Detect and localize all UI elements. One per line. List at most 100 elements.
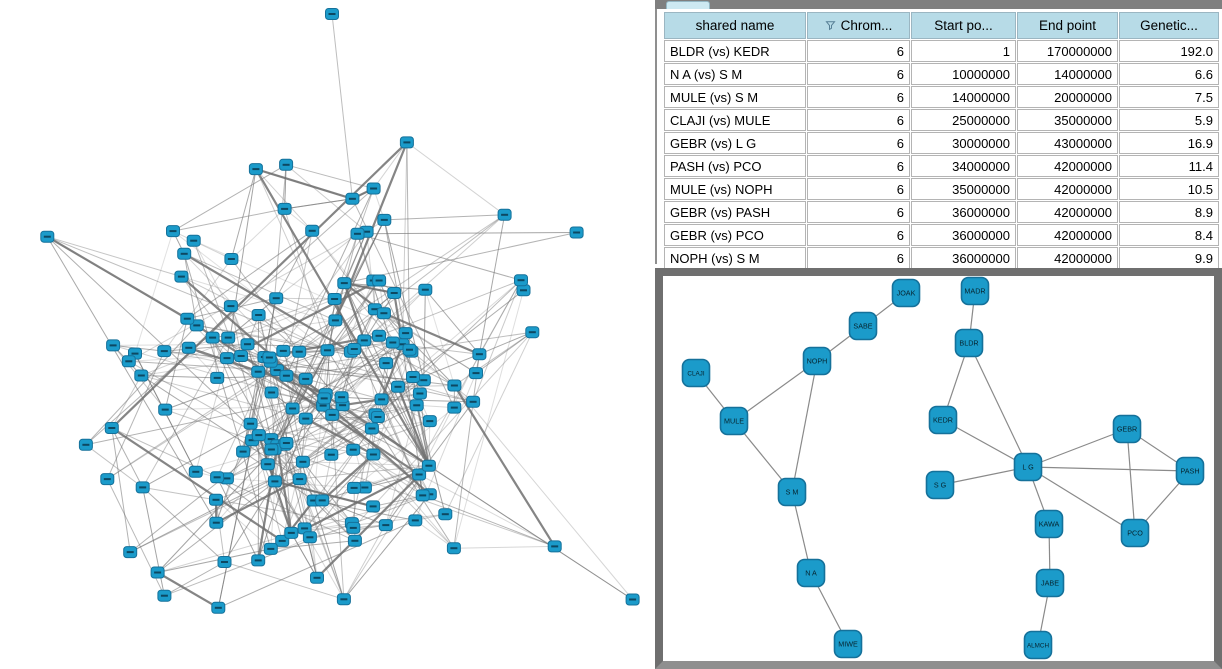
- network-node[interactable]: [298, 372, 313, 385]
- cell-value[interactable]: 7.5: [1119, 86, 1219, 108]
- network-node[interactable]: [302, 531, 317, 544]
- network-node[interactable]: [324, 448, 339, 461]
- network-node[interactable]: [174, 270, 189, 283]
- network-node[interactable]: [104, 422, 119, 434]
- column-header-3[interactable]: End point: [1017, 12, 1118, 39]
- network-node-jabe[interactable]: JABE: [1035, 568, 1065, 598]
- cell-shared-name[interactable]: GEBR (vs) L G: [664, 132, 806, 154]
- network-node[interactable]: [236, 445, 251, 458]
- network-node[interactable]: [263, 542, 278, 555]
- cell-value[interactable]: 36000000: [911, 224, 1016, 246]
- network-node[interactable]: [224, 253, 239, 265]
- cell-value[interactable]: 11.4: [1119, 155, 1219, 177]
- network-node[interactable]: [370, 411, 385, 423]
- cell-value[interactable]: 9.9: [1119, 247, 1219, 269]
- network-node-kawa[interactable]: KAWA: [1034, 509, 1064, 539]
- network-node[interactable]: [625, 593, 640, 606]
- network-node-s-m[interactable]: S M: [777, 477, 807, 507]
- column-header-2[interactable]: Start po...: [911, 12, 1016, 39]
- network-node[interactable]: [366, 448, 381, 461]
- network-node[interactable]: [264, 443, 279, 456]
- network-node[interactable]: [243, 417, 258, 430]
- network-node[interactable]: [134, 369, 149, 382]
- cell-value[interactable]: 6: [807, 155, 910, 177]
- network-node[interactable]: [357, 334, 372, 347]
- network-node[interactable]: [406, 371, 420, 383]
- network-node[interactable]: [569, 226, 584, 239]
- network-node[interactable]: [276, 344, 291, 357]
- network-node-miwe[interactable]: MIWE: [833, 629, 863, 659]
- network-node[interactable]: [40, 230, 55, 243]
- network-node[interactable]: [409, 399, 424, 412]
- cell-value[interactable]: 16.9: [1119, 132, 1219, 154]
- network-node[interactable]: [372, 274, 387, 287]
- network-node[interactable]: [422, 415, 437, 428]
- cell-shared-name[interactable]: N A (vs) S M: [664, 63, 806, 85]
- large-network-canvas[interactable]: [0, 0, 655, 669]
- network-node[interactable]: [100, 473, 115, 486]
- network-node[interactable]: [415, 489, 430, 502]
- cell-shared-name[interactable]: MULE (vs) NOPH: [664, 178, 806, 200]
- network-node[interactable]: [379, 357, 394, 370]
- network-node[interactable]: [350, 227, 365, 240]
- network-node[interactable]: [408, 514, 423, 527]
- network-node[interactable]: [310, 571, 324, 584]
- network-node[interactable]: [347, 343, 362, 355]
- subnetwork-canvas[interactable]: JOAK MADR SABE NOPH BLDR CLAJI MULE KEDR GEBR S G…: [663, 276, 1214, 661]
- cell-shared-name[interactable]: MULE (vs) S M: [664, 86, 806, 108]
- network-node[interactable]: [347, 534, 362, 547]
- network-node[interactable]: [374, 393, 389, 406]
- network-node-s-g[interactable]: S G: [925, 470, 955, 500]
- table-row[interactable]: BLDR (vs) KEDR 6 1 170000000 192.0: [664, 40, 1219, 62]
- network-node[interactable]: [328, 314, 343, 327]
- cell-shared-name[interactable]: BLDR (vs) KEDR: [664, 40, 806, 62]
- network-node[interactable]: [402, 343, 417, 356]
- cell-value[interactable]: 6: [807, 178, 910, 200]
- network-node[interactable]: [372, 329, 386, 342]
- network-node[interactable]: [327, 293, 342, 305]
- network-node-almch[interactable]: ALMCH: [1023, 630, 1053, 660]
- column-header-1[interactable]: Chrom...: [807, 12, 910, 39]
- cell-value[interactable]: 42000000: [1017, 155, 1118, 177]
- network-node[interactable]: [186, 234, 201, 247]
- cell-value[interactable]: 10000000: [911, 63, 1016, 85]
- cell-value[interactable]: 36000000: [911, 201, 1016, 223]
- network-node-gebr[interactable]: GEBR: [1112, 414, 1142, 444]
- cell-value[interactable]: 170000000: [1017, 40, 1118, 62]
- network-node[interactable]: [121, 355, 136, 368]
- network-node[interactable]: [399, 136, 414, 149]
- network-node[interactable]: [378, 519, 393, 532]
- network-node[interactable]: [376, 307, 391, 320]
- network-node[interactable]: [177, 247, 192, 260]
- network-node-kedr[interactable]: KEDR: [928, 405, 958, 435]
- network-node[interactable]: [209, 516, 224, 529]
- network-node[interactable]: [180, 312, 195, 325]
- table-row[interactable]: GEBR (vs) PCO 6 36000000 42000000 8.4: [664, 224, 1219, 246]
- network-node[interactable]: [157, 345, 172, 358]
- network-node[interactable]: [298, 412, 313, 425]
- network-node[interactable]: [547, 540, 562, 553]
- network-node[interactable]: [412, 387, 427, 400]
- cell-value[interactable]: 6: [807, 109, 910, 131]
- table-row[interactable]: PASH (vs) PCO 6 34000000 42000000 11.4: [664, 155, 1219, 177]
- network-node[interactable]: [251, 309, 266, 321]
- cell-value[interactable]: 36000000: [911, 247, 1016, 269]
- network-node[interactable]: [320, 344, 335, 357]
- network-node[interactable]: [210, 471, 225, 484]
- network-node[interactable]: [364, 422, 379, 435]
- network-node-noph[interactable]: NOPH: [802, 346, 832, 376]
- network-node[interactable]: [347, 481, 362, 494]
- table-row[interactable]: N A (vs) S M 6 10000000 14000000 6.6: [664, 63, 1219, 85]
- network-node[interactable]: [210, 371, 225, 384]
- network-node[interactable]: [325, 8, 339, 20]
- network-node[interactable]: [269, 292, 284, 305]
- cell-value[interactable]: 6: [807, 86, 910, 108]
- network-node[interactable]: [277, 202, 292, 215]
- table-row[interactable]: CLAJI (vs) MULE 6 25000000 35000000 5.9: [664, 109, 1219, 131]
- network-node[interactable]: [135, 481, 150, 494]
- network-node[interactable]: [466, 395, 481, 408]
- table-row[interactable]: GEBR (vs) PASH 6 36000000 42000000 8.9: [664, 201, 1219, 223]
- network-node[interactable]: [412, 468, 427, 481]
- network-node[interactable]: [421, 459, 436, 472]
- network-node[interactable]: [251, 429, 266, 442]
